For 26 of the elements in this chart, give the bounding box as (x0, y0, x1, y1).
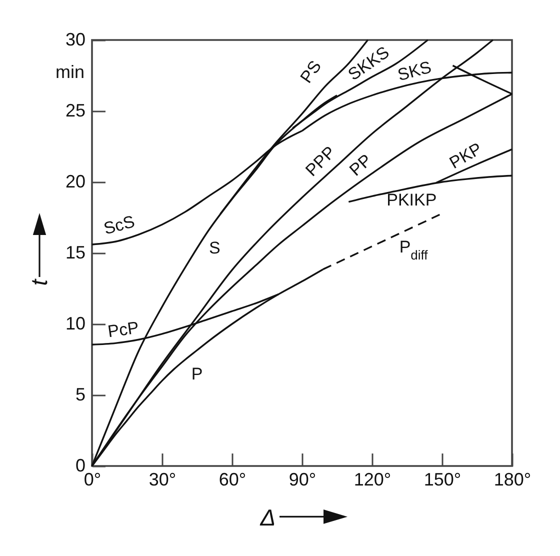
x-tick-label: 120° (354, 470, 392, 490)
y-tick-label: 25 (65, 100, 86, 120)
text: PcP (106, 318, 140, 342)
x-tick-label: 180° (494, 470, 532, 490)
text: min (55, 62, 84, 82)
y-tick-label: 15 (65, 242, 86, 262)
series-label: PKIKP (386, 190, 437, 210)
y-tick-label: 0 (75, 456, 86, 476)
x-tick-label: 0° (84, 470, 102, 490)
series-label: P (191, 364, 203, 384)
x-axis-title: Δ (259, 504, 276, 530)
series-label: S (208, 238, 220, 258)
text: PKP (446, 139, 486, 173)
y-tick-label: 20 (65, 172, 86, 192)
y-axis-title: t (26, 278, 52, 286)
y-tick-label: 30 (65, 30, 86, 50)
x-tick-label: 90° (288, 470, 316, 490)
text: PP (346, 150, 376, 180)
y-tick-label: 10 (65, 314, 86, 334)
x-tick-label: 30° (148, 470, 176, 490)
x-tick-label: 150° (424, 470, 462, 490)
text: PS (296, 57, 326, 87)
x-tick-label: 60° (218, 470, 246, 490)
text: SKS (396, 58, 434, 85)
text: ScS (102, 212, 137, 238)
y-tick-label: 5 (75, 384, 86, 404)
